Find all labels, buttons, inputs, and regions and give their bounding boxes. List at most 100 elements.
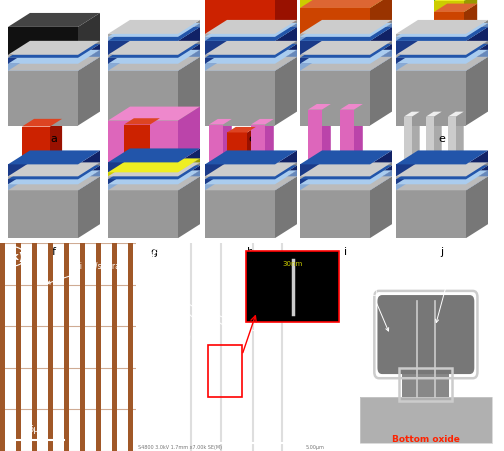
Bar — [80, 244, 85, 451]
Polygon shape — [434, 112, 442, 165]
Bar — [434, 13, 464, 35]
Text: g: g — [150, 247, 158, 257]
Polygon shape — [275, 151, 297, 177]
Polygon shape — [464, 0, 477, 13]
Polygon shape — [300, 151, 392, 165]
Polygon shape — [275, 166, 297, 185]
Bar — [251, 125, 265, 165]
Polygon shape — [300, 42, 392, 55]
Polygon shape — [108, 171, 200, 185]
Bar — [108, 177, 178, 180]
Polygon shape — [223, 120, 232, 165]
Bar — [8, 185, 78, 191]
Bar — [360, 397, 491, 443]
Bar — [399, 368, 453, 401]
Polygon shape — [426, 112, 442, 117]
Text: c: c — [248, 134, 254, 144]
Polygon shape — [205, 21, 297, 35]
Bar — [128, 244, 133, 451]
Polygon shape — [370, 42, 392, 59]
Bar — [300, 64, 370, 72]
Polygon shape — [205, 24, 297, 38]
Polygon shape — [8, 151, 100, 165]
Bar — [8, 64, 78, 72]
Polygon shape — [78, 171, 100, 191]
Polygon shape — [370, 58, 392, 126]
Polygon shape — [370, 45, 392, 64]
Bar — [205, 191, 275, 239]
Bar — [396, 165, 466, 177]
Bar — [108, 35, 178, 38]
Text: h: h — [247, 247, 255, 257]
Bar — [300, 180, 370, 185]
Polygon shape — [396, 58, 488, 72]
Polygon shape — [275, 42, 297, 59]
Polygon shape — [448, 112, 464, 117]
Text: d: d — [342, 134, 350, 144]
Bar — [205, 0, 275, 35]
Polygon shape — [178, 177, 200, 239]
Bar — [108, 191, 178, 239]
Bar — [360, 397, 491, 443]
Polygon shape — [396, 42, 488, 55]
Polygon shape — [178, 149, 200, 173]
Bar — [300, 165, 370, 177]
Polygon shape — [50, 120, 62, 165]
Bar — [300, 55, 370, 59]
Polygon shape — [466, 21, 488, 38]
Polygon shape — [178, 51, 200, 72]
Polygon shape — [22, 120, 62, 127]
Polygon shape — [396, 151, 488, 165]
Bar — [300, 9, 370, 35]
Bar — [300, 191, 370, 239]
Polygon shape — [466, 58, 488, 126]
Text: Bottom oxide: Bottom oxide — [392, 434, 460, 443]
Bar — [300, 185, 370, 191]
Polygon shape — [247, 128, 256, 165]
Bar — [8, 180, 78, 185]
Polygon shape — [300, 163, 392, 177]
Bar — [108, 121, 178, 163]
Bar — [396, 38, 466, 42]
Polygon shape — [396, 171, 488, 185]
Text: e: e — [438, 134, 446, 144]
Polygon shape — [108, 159, 200, 173]
Polygon shape — [466, 51, 488, 72]
Bar — [8, 59, 78, 64]
Polygon shape — [178, 28, 200, 55]
Bar — [396, 72, 466, 126]
Polygon shape — [78, 51, 100, 72]
Polygon shape — [178, 163, 200, 180]
Text: (l): (l) — [147, 252, 160, 262]
Bar — [205, 59, 275, 64]
Polygon shape — [300, 58, 392, 72]
Polygon shape — [178, 21, 200, 38]
Polygon shape — [396, 51, 488, 64]
Polygon shape — [8, 171, 100, 185]
Text: Si NWs: Si NWs — [435, 262, 465, 323]
Polygon shape — [370, 171, 392, 191]
Bar — [208, 345, 242, 397]
Bar — [205, 165, 275, 177]
Polygon shape — [412, 112, 420, 165]
Polygon shape — [205, 42, 297, 55]
Polygon shape — [396, 28, 488, 42]
Polygon shape — [205, 58, 297, 72]
Bar — [300, 0, 370, 9]
Polygon shape — [108, 21, 200, 35]
Polygon shape — [178, 159, 200, 177]
Polygon shape — [322, 105, 331, 165]
Text: 30nm: 30nm — [283, 260, 303, 266]
Text: S4800 3.0kV 1.7mm x7.00k SE(M): S4800 3.0kV 1.7mm x7.00k SE(M) — [138, 444, 222, 449]
Polygon shape — [108, 166, 200, 180]
Polygon shape — [300, 45, 392, 59]
Polygon shape — [205, 163, 297, 177]
Bar — [205, 72, 275, 126]
Polygon shape — [78, 14, 100, 55]
Polygon shape — [300, 21, 392, 35]
Bar — [112, 244, 117, 451]
Polygon shape — [178, 58, 200, 126]
Bar — [396, 185, 466, 191]
Polygon shape — [178, 42, 200, 59]
Bar — [205, 38, 275, 42]
